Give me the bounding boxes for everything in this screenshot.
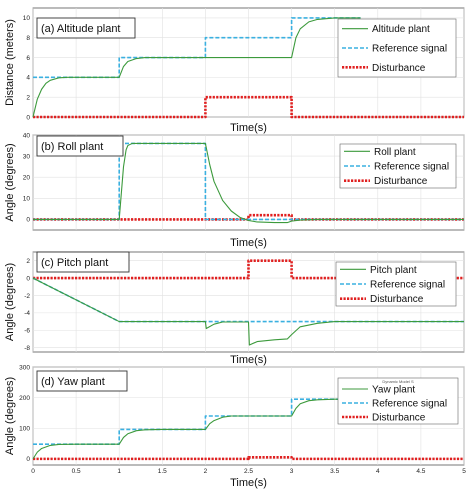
legend-entry: Reference signal: [372, 44, 447, 55]
y-axis-label: Angle (degrees): [4, 377, 16, 455]
panel-2: 0 10 20 30 40 (b) Roll plant Roll plant Referen…: [4, 132, 465, 249]
legend-entry: Disturbance: [370, 294, 424, 305]
series-line-reference-signal: [33, 17, 361, 79]
y-tick-label: 100: [19, 426, 30, 433]
legend-entry: Pitch plant: [370, 265, 417, 276]
series-line-pitch-plant: [32, 277, 464, 346]
x-tick-label: 2: [204, 468, 208, 475]
y-tick-label: 40: [23, 132, 31, 139]
x-tick-label: 1.5: [158, 468, 167, 475]
y-tick-label: 10: [23, 196, 31, 203]
x-tick-label: 3.5: [330, 468, 339, 475]
x-tick-label: 1: [117, 468, 121, 475]
panel-4: 0 100 200 300 0 0.5 1 1.5 2 2.5 3 3.5 4 4.5 5 (d) Yaw p…: [4, 364, 466, 489]
y-tick-label: 8: [26, 35, 30, 42]
y-tick-label: 10: [23, 15, 31, 22]
panel-1: 0 2 4 6 8 10 (a) Altitude plant Altitude plant R…: [4, 7, 465, 134]
legend-entry: Reference signal: [372, 399, 447, 410]
y-tick-label: -8: [24, 345, 30, 352]
x-tick-label: 4.5: [416, 468, 425, 475]
legend-entry: Roll plant: [374, 147, 416, 158]
panel-title: (c) Pitch plant: [41, 257, 108, 269]
series-line-disturbance: [33, 259, 464, 280]
series-line-reference-signal: [33, 398, 361, 445]
panel-title: (b) Roll plant: [41, 141, 103, 153]
x-axis-label: Time(s): [230, 237, 267, 249]
x-tick-label: 5: [462, 468, 466, 475]
x-tick-label: 0.5: [72, 468, 81, 475]
y-tick-label: 2: [26, 94, 30, 101]
panel-title-box: [36, 17, 136, 39]
y-tick-label: 0: [26, 217, 30, 224]
x-tick-label: 2.5: [244, 468, 253, 475]
x-tick-label: 4: [376, 468, 380, 475]
panel-title: (d) Yaw plant: [41, 376, 105, 388]
y-tick-label: 6: [26, 55, 30, 62]
x-tick-label: 3: [290, 468, 294, 475]
panel-title-box: [36, 370, 128, 392]
legend-caption: Dynamic Model S: [382, 379, 414, 384]
series-line-disturbance: [33, 456, 464, 461]
x-axis-label: Time(s): [230, 477, 267, 489]
panel-title-box: [36, 135, 124, 157]
x-axis-label: Time(s): [230, 122, 267, 134]
y-tick-label: 0: [26, 114, 30, 121]
y-tick-label: 30: [23, 153, 31, 160]
panel-title-box: [36, 251, 130, 273]
y-tick-label: 2: [26, 258, 30, 265]
y-axis-label: Distance (meters): [4, 19, 16, 106]
series-line-roll-plant: [33, 142, 464, 224]
y-tick-label: 200: [19, 395, 30, 402]
legend-entry: Reference signal: [374, 162, 449, 173]
y-axis-label: Angle (degrees): [4, 263, 16, 341]
legend-entry: Reference signal: [370, 280, 445, 291]
y-tick-label: -4: [24, 310, 30, 317]
panel-title: (a) Altitude plant: [41, 23, 121, 35]
y-tick-label: 20: [23, 175, 31, 182]
series-line-yaw-plant: [32, 398, 361, 460]
legend-entry: Disturbance: [372, 63, 426, 74]
y-tick-label: 4: [26, 75, 30, 82]
y-tick-label: 0: [26, 456, 30, 463]
x-tick-label: 0: [31, 468, 35, 475]
legend-entry: Yaw plant: [372, 385, 415, 396]
legend-entry: Disturbance: [374, 176, 428, 187]
y-tick-label: -2: [24, 293, 30, 300]
series-line-disturbance: [33, 95, 464, 119]
legend-entry: Disturbance: [372, 413, 426, 424]
x-axis-label: Time(s): [230, 354, 267, 366]
series-line-altitude-plant: [32, 17, 361, 118]
y-axis-label: Angle (degrees): [4, 143, 16, 221]
panel-3: 2 0 -2 -4 -6 -8 (c) Pitch plant Pitch plant Refe…: [4, 251, 465, 366]
legend-entry: Altitude plant: [372, 24, 430, 35]
y-tick-label: -6: [24, 328, 30, 335]
y-tick-label: 300: [19, 364, 30, 371]
y-tick-label: 0: [26, 275, 30, 282]
